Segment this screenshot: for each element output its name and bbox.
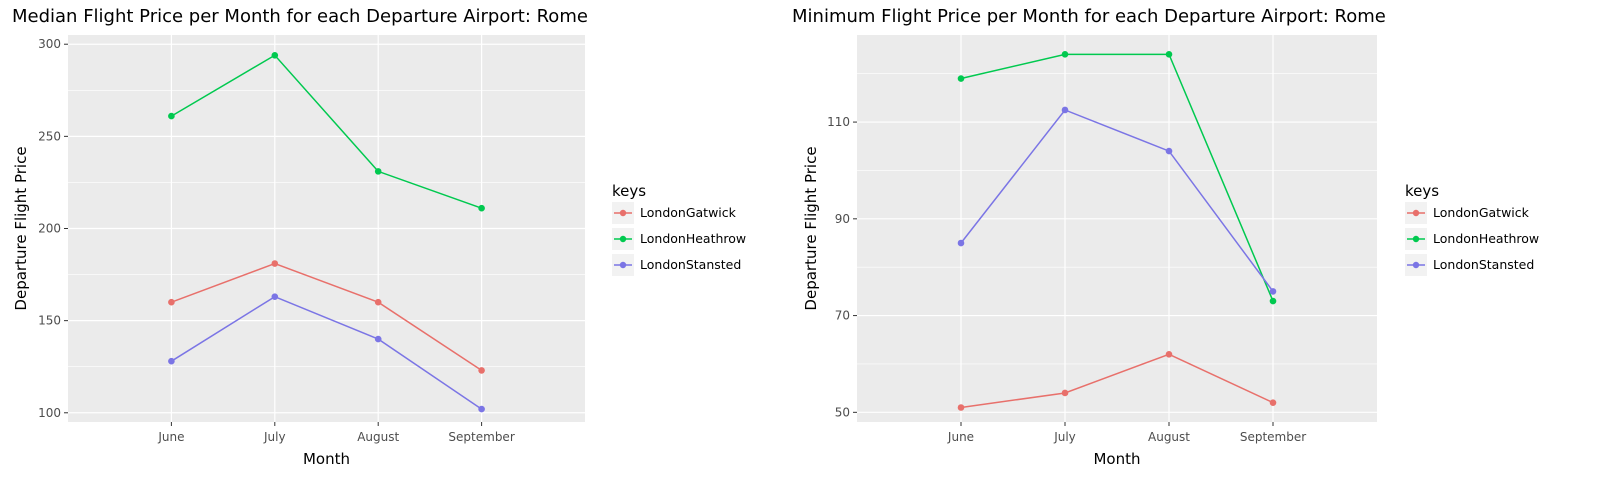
plot-background — [857, 35, 1377, 422]
legend-title: keys — [612, 182, 646, 200]
legend-key-point — [1412, 235, 1420, 243]
series-line-LondonHeathrow — [171, 54, 482, 209]
x-tick-label: August — [357, 430, 399, 444]
data-point-LondonGatwick — [168, 298, 175, 306]
median-price-chart: Median Flight Price per Month for each D… — [12, 6, 746, 468]
data-point-LondonHeathrow — [957, 75, 965, 82]
y-tick-label: 90 — [835, 212, 850, 226]
y-tick-label: 100 — [38, 406, 61, 420]
legend-label: LondonStansted — [1433, 257, 1534, 272]
legend-key-point — [619, 261, 627, 269]
minimum-price-chart: Minimum Flight Price per Month for each … — [792, 0, 1600, 491]
chart-title: Minimum Flight Price per Month for each … — [792, 6, 1386, 27]
data-point-LondonHeathrow — [168, 112, 175, 120]
y-axis-title: Departure Flight Price — [12, 146, 30, 310]
data-point-LondonHeathrow — [1165, 51, 1173, 58]
legend-title: keys — [1405, 182, 1439, 200]
data-point-LondonStansted — [1061, 106, 1069, 114]
legend-label: LondonHeathrow — [640, 231, 746, 246]
y-tick-label: 150 — [38, 314, 61, 328]
y-tick-label: 300 — [38, 37, 61, 51]
data-point-LondonStansted — [168, 357, 175, 365]
legend-key-point — [619, 235, 627, 243]
data-point-LondonHeathrow — [271, 51, 279, 59]
x-tick-label: August — [1148, 430, 1190, 444]
legend-label: LondonGatwick — [640, 205, 737, 220]
x-tick-label: September — [448, 430, 514, 444]
series-line-LondonGatwick — [171, 262, 483, 372]
series-line-LondonStansted — [960, 109, 1274, 292]
data-point-LondonStansted — [374, 335, 382, 343]
data-point-LondonGatwick — [374, 298, 382, 306]
series-line-LondonGatwick — [960, 353, 1274, 409]
x-tick-label: July — [263, 430, 286, 444]
x-tick-label: June — [157, 430, 184, 444]
data-point-LondonGatwick — [478, 367, 485, 374]
legend-label: LondonGatwick — [1433, 205, 1530, 220]
data-point-LondonHeathrow — [374, 168, 382, 175]
x-tick-label: June — [947, 430, 974, 444]
y-tick-label: 110 — [827, 115, 850, 129]
data-point-LondonGatwick — [1269, 399, 1277, 406]
median-price-plot: 100 150 200 250 300 June July August September Mo… — [12, 35, 746, 468]
y-axis-title: Departure Flight Price — [802, 146, 820, 310]
minimum-price-plot: 50 70 90 110 June July August September Month Dep… — [802, 35, 1539, 468]
data-point-LondonGatwick — [271, 260, 279, 267]
series-line-LondonStansted — [171, 295, 483, 410]
data-point-LondonHeathrow — [1061, 51, 1069, 58]
legend-key-point — [1412, 261, 1420, 269]
y-tick-label: 50 — [835, 405, 850, 419]
data-point-LondonHeathrow — [1269, 297, 1277, 305]
data-point-LondonStansted — [478, 405, 485, 413]
data-point-LondonGatwick — [1061, 389, 1069, 397]
x-axis-title: Month — [303, 450, 350, 468]
y-tick-label: 250 — [38, 129, 61, 143]
data-point-LondonStansted — [957, 239, 965, 247]
data-point-LondonHeathrow — [478, 204, 485, 212]
x-tick-label: September — [1240, 430, 1306, 444]
series-line-LondonHeathrow — [960, 53, 1274, 302]
legend-key-point — [1412, 209, 1420, 217]
x-axis-title: Month — [1093, 450, 1140, 468]
legend-label: LondonStansted — [640, 257, 741, 272]
y-tick-label: 200 — [38, 222, 61, 236]
legend-label: LondonHeathrow — [1433, 231, 1539, 246]
x-tick-label: July — [1053, 430, 1076, 444]
y-tick-label: 70 — [835, 309, 850, 323]
data-point-LondonGatwick — [1165, 350, 1173, 358]
data-point-LondonStansted — [1165, 147, 1173, 155]
legend-key-point — [619, 209, 627, 217]
data-point-LondonGatwick — [957, 404, 965, 411]
data-point-LondonStansted — [271, 293, 279, 300]
data-point-LondonStansted — [1269, 288, 1277, 295]
chart-title: Median Flight Price per Month for each D… — [12, 6, 588, 27]
